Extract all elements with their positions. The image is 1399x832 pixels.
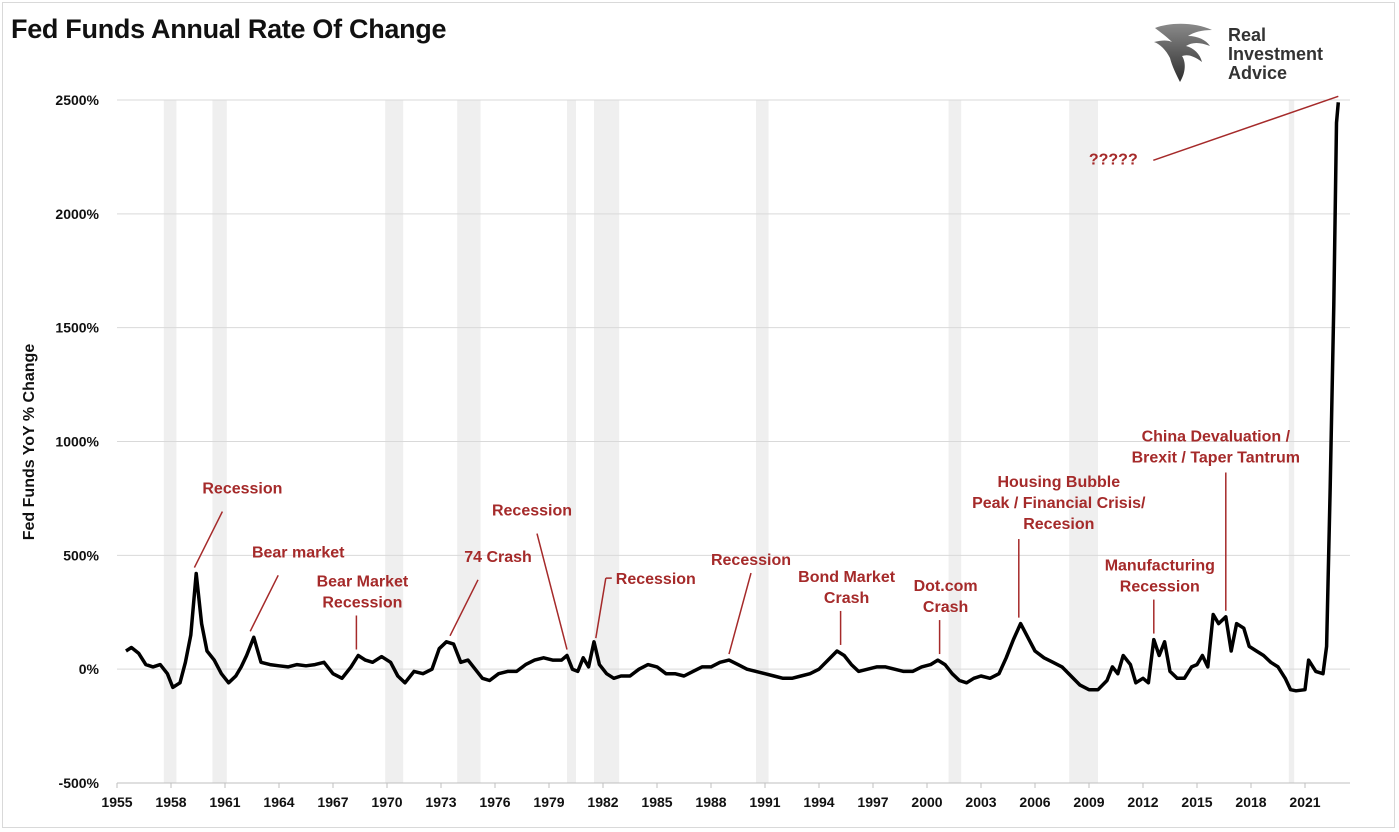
- x-tick-label: 1961: [209, 794, 240, 810]
- annotation-label: China Devaluation /: [1142, 429, 1291, 446]
- y-tick-label: -500%: [59, 775, 100, 791]
- x-tick-label: 1982: [587, 794, 618, 810]
- annotation-leader-1: [249, 574, 279, 632]
- x-tick-label: 2012: [1127, 794, 1158, 810]
- annotation-leader-12: [1153, 95, 1339, 161]
- annotation-label: Recesion: [1023, 516, 1094, 533]
- annotation-leader-3: [449, 579, 479, 637]
- x-tick-label: 2000: [911, 794, 942, 810]
- annotation-label: Peak / Financial Crisis/: [972, 495, 1146, 512]
- brand-name: Real Investment Advice: [1228, 26, 1323, 83]
- annotations: Recession Bear market Bear Market Recession…: [193, 95, 1339, 655]
- y-tick-label: 2000%: [55, 206, 99, 222]
- x-tick-label: 1967: [317, 794, 348, 810]
- brand-line-2: Investment: [1228, 44, 1324, 64]
- annotation-label: Manufacturing: [1105, 558, 1215, 575]
- x-tick-label: 2003: [965, 794, 996, 810]
- annotation-label: Recession: [616, 571, 696, 588]
- x-tick-label: 2021: [1289, 794, 1320, 810]
- annotation-label: Recession: [1120, 579, 1200, 596]
- x-tick-label: 2009: [1073, 794, 1104, 810]
- annotation-label: Crash: [923, 599, 968, 616]
- annotation-label: Housing Bubble: [997, 474, 1120, 491]
- y-tick-label: 1000%: [55, 434, 99, 450]
- eagle-logo-icon: [1154, 23, 1212, 82]
- annotation-label: Bear Market: [317, 574, 409, 591]
- series-group: [125, 102, 1341, 693]
- brand-line-3: Advice: [1228, 63, 1288, 83]
- series-line-0: [125, 102, 1341, 693]
- x-tick-label: 1997: [857, 794, 888, 810]
- annotation-label: Recession: [492, 503, 572, 520]
- annotation-label: Recession: [202, 481, 282, 498]
- annotation-leader-0: [193, 511, 224, 568]
- x-tick-label: 1991: [749, 794, 780, 810]
- annotation-label: 74 Crash: [464, 549, 532, 566]
- annotation-leader-4: [536, 533, 568, 650]
- annotation-leader-5: [595, 578, 607, 639]
- annotation-leader-6: [728, 572, 752, 655]
- x-tick-label: 1970: [371, 794, 402, 810]
- y-tick-label: 0%: [79, 661, 100, 677]
- x-tick-label: 1994: [803, 794, 834, 810]
- annotation-label: Crash: [824, 590, 869, 607]
- annotation-label: Brexit / Taper Tantrum: [1132, 450, 1300, 467]
- brand-line-1: Real: [1228, 25, 1267, 45]
- x-tick-label: 1958: [155, 794, 186, 810]
- x-tick-label: 1964: [263, 794, 294, 810]
- x-tick-label: 1985: [641, 794, 672, 810]
- x-tick-label: 1988: [695, 794, 726, 810]
- y-tick-label: 500%: [63, 547, 99, 563]
- chart-title: Fed Funds Annual Rate Of Change: [11, 14, 447, 44]
- x-tick-label: 2018: [1235, 794, 1266, 810]
- x-tick-label: 1955: [101, 794, 132, 810]
- annotation-label: Bond Market: [798, 569, 896, 586]
- annotation-label: Recession: [322, 595, 402, 612]
- annotation-label: Dot.com: [914, 578, 978, 595]
- brand-logo: Real Investment Advice: [1150, 20, 1370, 90]
- x-tick-label: 1976: [479, 794, 510, 810]
- x-tick-label: 1979: [533, 794, 564, 810]
- annotation-label: ?????: [1089, 151, 1138, 168]
- annotation-label: Bear market: [252, 544, 345, 561]
- x-tick-label: 2006: [1019, 794, 1050, 810]
- y-tick-label: 1500%: [55, 320, 99, 336]
- annotation-label: Recession: [711, 552, 791, 569]
- y-axis-ticks: -500% 0% 500% 1000% 1500% 2000% 2500%: [55, 92, 99, 791]
- y-axis-label: Fed Funds YoY % Change: [21, 344, 38, 541]
- y-tick-label: 2500%: [55, 92, 99, 108]
- x-tick-label: 1973: [425, 794, 456, 810]
- x-tick-label: 2015: [1181, 794, 1212, 810]
- x-axis-ticks: 1955 1958 1961 1964 1967 1970 1973 1976 1979 1982…: [101, 782, 1350, 810]
